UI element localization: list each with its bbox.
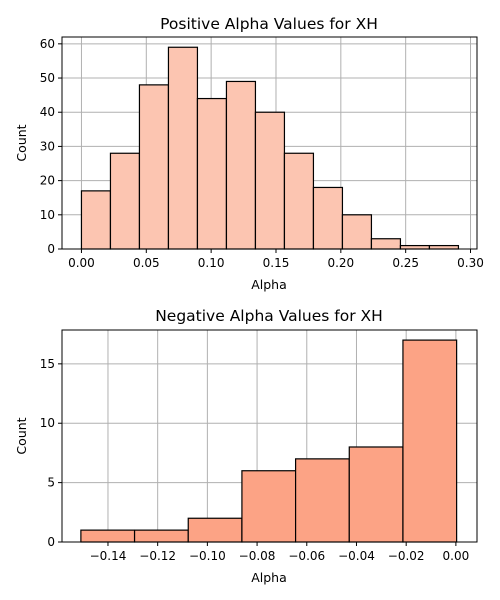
histogram-bar [167,46,199,250]
histogram-bar [187,517,243,543]
x-axis-label: Alpha [251,570,287,585]
x-axis-label: Alpha [251,277,287,292]
y-tick-label: 0 [47,535,55,549]
y-tick-label: 0 [47,242,55,256]
histogram-bar [138,84,170,250]
chart-title: Positive Alpha Values for XH [160,15,378,33]
x-axis-ticks: −0.14 −0.12 −0.10 −0.08 −0.06 −0.04 −0.02 0.00 [90,542,470,563]
x-tick-label: −0.02 [388,549,425,563]
chart-title: Negative Alpha Values for XH [155,307,383,325]
y-tick-label: 30 [40,139,55,153]
x-tick-label: 0.15 [263,256,290,270]
histogram-bar [341,214,373,250]
histogram-bar [109,152,141,250]
x-tick-label: −0.10 [189,549,226,563]
x-tick-label: −0.06 [288,549,325,563]
x-tick-label: 0.10 [198,256,225,270]
x-tick-label: −0.12 [139,549,176,563]
histogram-bar [294,458,350,543]
histogram-bar [254,111,286,250]
y-axis-label: Count [14,124,29,161]
histogram-bars [80,339,458,543]
y-axis-label: Count [14,417,29,454]
y-tick-label: 10 [40,416,55,430]
histogram-bar [283,152,315,250]
plot-frame [61,329,478,543]
x-axis-ticks: 0.00 0.05 0.10 0.15 0.20 0.25 0.30 [68,249,484,270]
histogram-bar [312,186,344,250]
gridlines [62,37,477,250]
y-axis-ticks: 0 10 20 30 40 50 60 [40,37,62,256]
y-tick-label: 10 [40,208,55,222]
positive-alpha-histogram: 0.00 0.05 0.10 0.15 0.20 0.25 0.30 0 10 20 30 40 50… [14,15,484,292]
histogram-bar [370,238,402,250]
histogram-bar [133,529,189,543]
histogram-bar [241,470,297,543]
histogram-bar [402,339,458,543]
histogram-bar [399,244,431,250]
histogram-bar [80,190,112,250]
y-tick-label: 40 [40,105,55,119]
x-tick-label: 0.05 [133,256,160,270]
y-tick-label: 50 [40,71,55,85]
histogram-bar [196,97,228,250]
x-tick-label: 0.20 [327,256,354,270]
histogram-bar [348,446,404,543]
y-tick-label: 20 [40,174,55,188]
x-tick-label: 0.30 [457,256,484,270]
y-tick-label: 60 [40,37,55,51]
y-tick-label: 5 [47,476,55,490]
x-tick-label: 0.25 [392,256,419,270]
histogram-bars [80,46,460,250]
x-tick-label: 0.00 [68,256,95,270]
x-tick-label: 0.00 [443,549,470,563]
histogram-bar [80,529,136,543]
plot-frame [61,36,478,250]
histogram-bar [225,80,257,250]
negative-alpha-histogram: −0.14 −0.12 −0.10 −0.08 −0.06 −0.04 −0.02 0.00 … [14,307,478,585]
y-axis-ticks: 0 5 10 15 [40,357,62,549]
histogram-bar [428,244,460,250]
y-tick-label: 15 [40,357,55,371]
x-tick-label: −0.14 [90,549,127,563]
x-tick-label: −0.08 [239,549,276,563]
x-tick-label: −0.04 [338,549,375,563]
